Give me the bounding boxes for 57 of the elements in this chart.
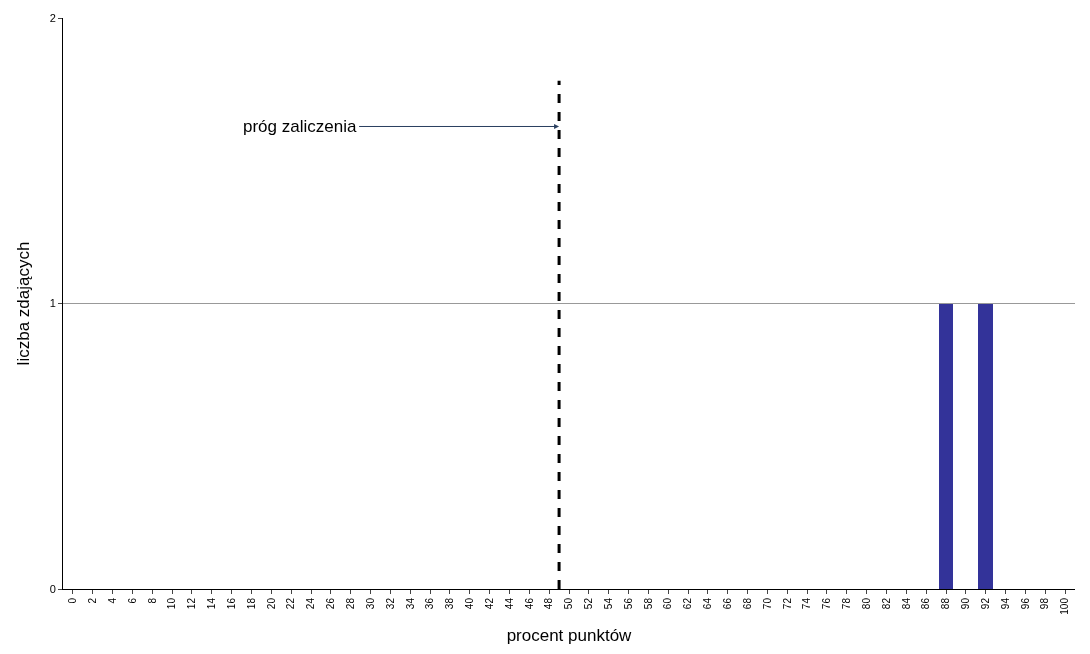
x-tick-label: 72 (781, 597, 793, 610)
x-tick-label: 40 (464, 597, 476, 610)
x-tick-label: 90 (960, 597, 972, 610)
x-tick-label: 68 (741, 597, 753, 610)
x-tick-label: 54 (602, 597, 614, 610)
x-tick-label: 24 (305, 597, 317, 610)
x-tick-label: 22 (285, 597, 297, 610)
x-tick-label: 88 (940, 597, 952, 610)
x-tick-label: 94 (999, 597, 1011, 610)
x-tick-label: 50 (563, 597, 575, 610)
x-tick-label: 26 (325, 597, 337, 610)
x-tick-label: 56 (622, 597, 634, 610)
annotation: próg zaliczenia (243, 117, 357, 136)
x-tick-label: 52 (583, 597, 595, 610)
x-tick-label: 76 (821, 597, 833, 610)
x-tick-label: 30 (364, 597, 376, 610)
x-tick-label: 28 (344, 597, 356, 610)
x-tick-label: 0 (67, 597, 79, 604)
x-tick-label: 98 (1039, 597, 1051, 610)
x-tick-label: 20 (265, 597, 277, 610)
x-tick-label: 6 (126, 597, 138, 604)
x-tick-label: 48 (543, 597, 555, 610)
x-tick-label: 12 (186, 597, 198, 610)
x-tick-label: 34 (404, 597, 416, 610)
x-tick-label: 78 (841, 597, 853, 610)
x-tick-label: 80 (860, 597, 872, 610)
x-tick-label: 86 (920, 597, 932, 610)
x-tick-label: 4 (106, 597, 118, 604)
x-tick-label: 58 (642, 597, 654, 610)
x-tick-label: 64 (702, 597, 714, 610)
x-tick-label: 60 (662, 597, 674, 610)
x-axis-title: procent punktów (506, 626, 633, 646)
x-tick-label: 38 (444, 597, 456, 610)
x-tick-label: 100 (1059, 597, 1071, 615)
x-tick-label: 46 (523, 597, 535, 610)
x-tick-label: 16 (225, 597, 237, 610)
y-axis-title: liczba zdających (14, 241, 34, 366)
x-tick-label: 8 (146, 597, 158, 604)
x-tick-label: 36 (424, 597, 436, 610)
x-tick-label: 70 (761, 597, 773, 610)
y-tick-label: 0 (49, 582, 56, 595)
y-tick-label: 1 (49, 297, 56, 310)
x-tick-label: 10 (166, 597, 178, 610)
x-tick-label: 96 (1019, 597, 1031, 610)
x-tick-label: 18 (245, 597, 257, 610)
x-tick-label: 44 (503, 597, 515, 610)
x-tick-label: 42 (483, 597, 495, 610)
x-tick-label: 2 (87, 597, 99, 604)
x-tick-label: 92 (979, 597, 991, 610)
x-tick-label: 62 (682, 597, 694, 610)
x-tick-label: 74 (801, 597, 813, 610)
x-tick-label: 14 (206, 597, 218, 610)
x-tick-label: 84 (900, 597, 912, 610)
y-tick-label: 2 (49, 11, 56, 24)
x-tick-label: 82 (880, 597, 892, 610)
x-tick-label: 32 (384, 597, 396, 610)
x-tick-label: 66 (722, 597, 733, 610)
